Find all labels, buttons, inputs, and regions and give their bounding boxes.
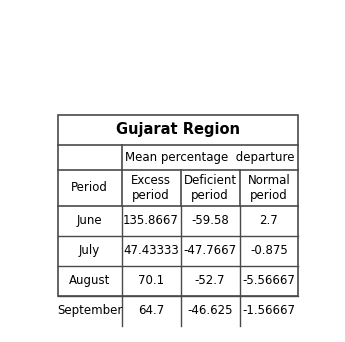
Text: -52.7: -52.7	[195, 274, 225, 287]
Text: -59.58: -59.58	[191, 214, 229, 227]
Bar	[58, 115, 298, 297]
Text: -1.56667: -1.56667	[243, 304, 295, 317]
Text: -5.56667: -5.56667	[243, 274, 295, 287]
Text: -46.625: -46.625	[187, 304, 233, 317]
Text: Deficient
period: Deficient period	[184, 174, 237, 202]
Text: June: June	[77, 214, 102, 227]
Text: -47.7667: -47.7667	[184, 244, 237, 257]
Text: September: September	[57, 304, 122, 317]
Text: Mean percentage  departure: Mean percentage departure	[125, 151, 295, 164]
Text: 70.1: 70.1	[138, 274, 164, 287]
Text: 64.7: 64.7	[138, 304, 164, 317]
Text: 47.43333: 47.43333	[123, 244, 179, 257]
Text: Period: Period	[71, 181, 108, 194]
Text: July: July	[79, 244, 100, 257]
Text: Excess
period: Excess period	[131, 174, 171, 202]
Text: -0.875: -0.875	[250, 244, 288, 257]
Text: Gujarat Region: Gujarat Region	[116, 122, 240, 137]
Text: August: August	[69, 274, 110, 287]
Text: 2.7: 2.7	[260, 214, 278, 227]
Text: Normal
period: Normal period	[248, 174, 290, 202]
Text: 135.8667: 135.8667	[123, 214, 179, 227]
